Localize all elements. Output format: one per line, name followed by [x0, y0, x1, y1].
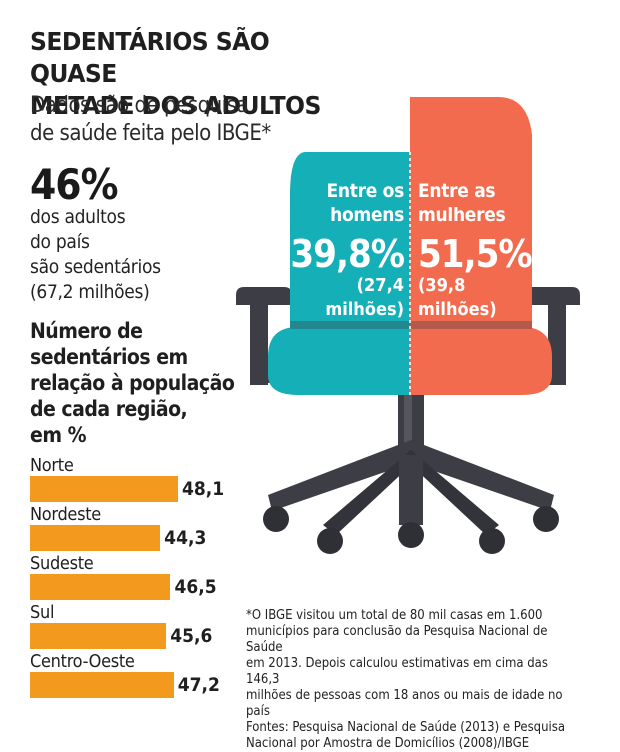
chart-title-line-1: Número de [30, 319, 143, 343]
bar-category-label: Sudeste [30, 553, 94, 574]
footnote: *O IBGE visitou um total de 80 mil casas… [246, 608, 576, 752]
summary-line-4: (67,2 milhões) [30, 281, 150, 303]
bar-category-label: Sul [30, 602, 55, 623]
men-label-1: Entre os [326, 180, 404, 202]
women-abs-2: milhões) [418, 299, 497, 320]
women-percent: 51,5% [418, 232, 532, 276]
bar [30, 574, 171, 600]
bar-group-nordeste: Nordeste 44,3 [30, 505, 230, 554]
chart-title-line-5: em % [30, 423, 87, 447]
summary-percent: 46% [30, 160, 118, 209]
chart-title-line-2: sedentários em [30, 345, 188, 369]
footnote-line-4: milhões de pessoas com 18 anos ou mais d… [246, 688, 563, 719]
women-text: Entre as mulheres 51,5% (39,8 milhões) [418, 180, 533, 320]
bar [30, 476, 178, 502]
page-subtitle: Dados são de pesquisa de saúde feita pel… [30, 92, 330, 148]
backrest-women [410, 97, 532, 345]
footnote-line-2: municípios para conclusão da Pesquisa Na… [246, 624, 548, 655]
summary-description: dos adultos do país são sedentários (67,… [30, 205, 230, 305]
men-abs-2: milhões) [325, 299, 404, 320]
subtitle-line-1: Dados são de pesquisa [30, 93, 249, 118]
title-line-2: METADE DOS ADULTOS [30, 91, 321, 120]
footnote-line-5: Fontes: Pesquisa Nacional de Saúde (2013… [246, 720, 566, 735]
men-percent: 39,8% [290, 232, 404, 276]
bar-value-label: 44,3 [164, 527, 207, 549]
bar-value-label: 47,2 [177, 674, 220, 696]
bar-category-label: Centro-Oeste [30, 651, 135, 672]
seat-men [268, 327, 410, 395]
page-title: SEDENTÁRIOS SÃO QUASE METADE DOS ADULTOS [30, 26, 340, 122]
bar-value-label: 45,6 [170, 625, 213, 647]
bar-group-norte: Norte 48,1 [30, 456, 230, 505]
backrest-men [290, 152, 410, 345]
men-text: Entre os homens 39,8% (27,4 milhões) [290, 180, 405, 320]
men-label-2: homens [330, 204, 404, 226]
summary-line-3: são sedentários [30, 256, 161, 278]
footnote-line-3: em 2013. Depois calculou estimativas em … [246, 656, 548, 687]
footnote-line-1: *O IBGE visitou um total de 80 mil casas… [246, 608, 543, 623]
bar-category-label: Nordeste [30, 504, 101, 525]
footnote-line-6: Nacional por Amostra de Domicílios (2008… [246, 736, 530, 751]
bar [30, 623, 167, 649]
summary-line-1: dos adultos [30, 206, 126, 228]
women-label-2: mulheres [418, 204, 506, 226]
bar-group-centro-oeste: Centro-Oeste 47,2 [30, 652, 230, 701]
seat-women [410, 327, 552, 395]
subtitle-line-2: de saúde feita pelo IBGE* [30, 121, 271, 146]
women-abs-1: (39,8 [418, 275, 465, 296]
women-label-1: Entre as [418, 180, 495, 202]
men-abs-1: (27,4 [357, 275, 404, 296]
bar-category-label: Norte [30, 455, 74, 476]
chart-title: Número de sedentários em relação à popul… [30, 318, 250, 448]
bar-group-sul: Sul 45,6 [30, 603, 230, 652]
bar [30, 672, 174, 698]
chart-title-line-4: de cada região, [30, 397, 188, 421]
title-line-1: SEDENTÁRIOS SÃO QUASE [30, 27, 270, 88]
region-bar-chart: Norte 48,1 Nordeste 44,3 Sudeste 46,5 Sul 45,6 C… [30, 456, 230, 701]
chair-base [263, 385, 559, 554]
bar-value-label: 48,1 [182, 478, 225, 500]
chart-title-line-3: relação à população [30, 371, 235, 395]
bar-value-label: 46,5 [174, 576, 217, 598]
bar [30, 525, 161, 551]
bar-group-sudeste: Sudeste 46,5 [30, 554, 230, 603]
chair-illustration: Entre os homens 39,8% (27,4 milhões) Ent… [236, 97, 580, 554]
summary-line-2: do país [30, 231, 90, 253]
